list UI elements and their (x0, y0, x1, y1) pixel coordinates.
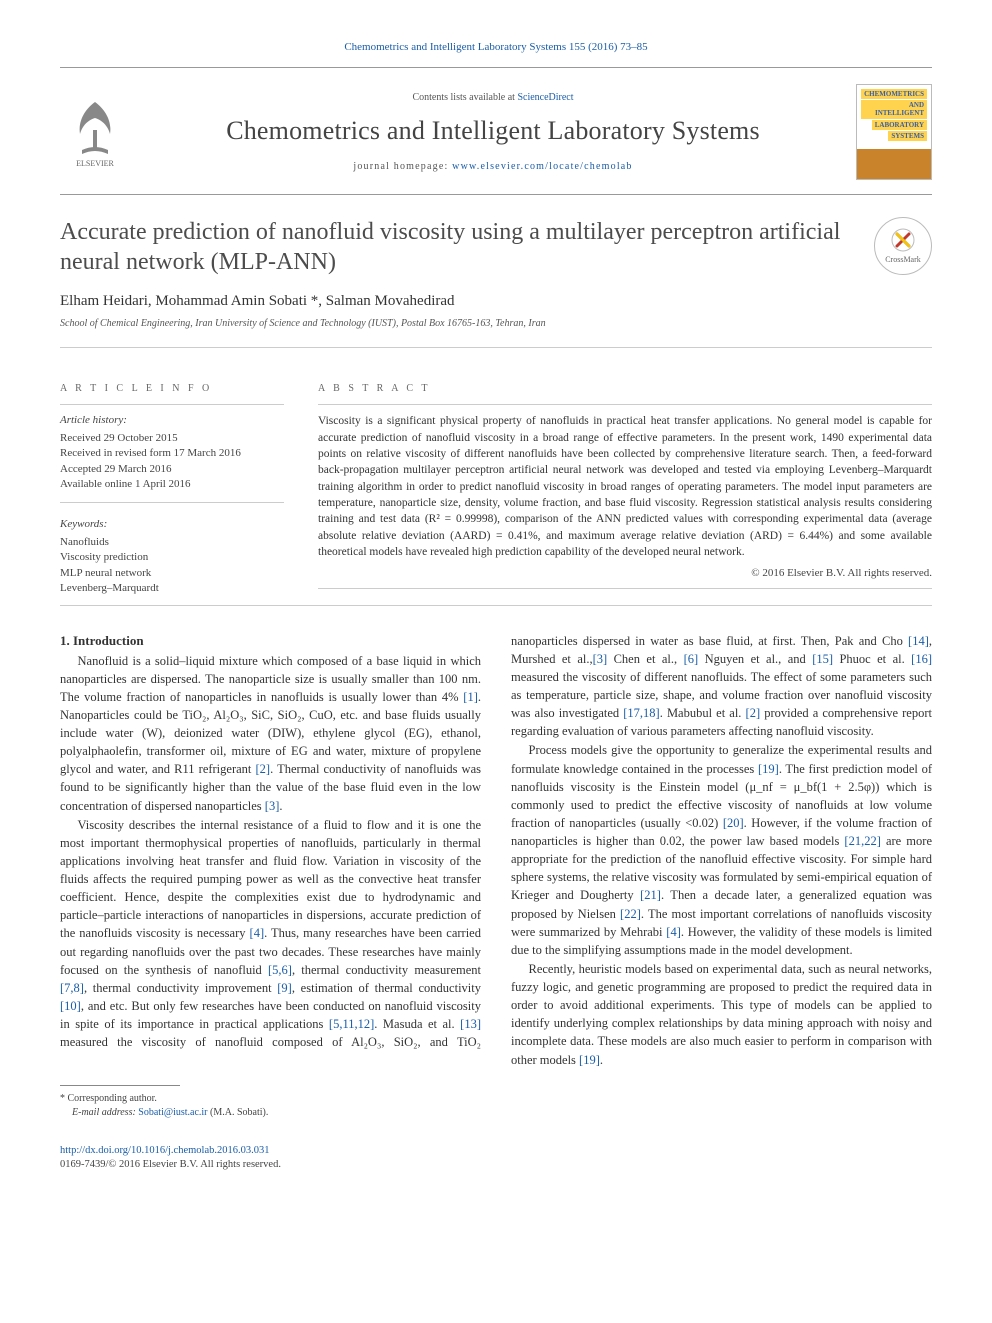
ref-1[interactable]: [1] (463, 690, 478, 704)
history-line-3: Available online 1 April 2016 (60, 477, 284, 492)
keyword-2: MLP neural network (60, 566, 284, 581)
ref-5-6[interactable]: [5,6] (268, 963, 292, 977)
contents-prefix: Contents lists available at (412, 92, 517, 103)
footnote-rule (60, 1085, 180, 1086)
body-text: . Masuda et al. (374, 1017, 460, 1031)
body-text: , thermal conductivity measurement (292, 963, 481, 977)
cover-line-1: AND INTELLIGENT (861, 100, 927, 118)
affiliation: School of Chemical Engineering, Iran Uni… (60, 317, 932, 331)
journal-name: Chemometrics and Intelligent Laboratory … (146, 113, 840, 149)
history-line-1: Received in revised form 17 March 2016 (60, 446, 284, 461)
history-line-0: Received 29 October 2015 (60, 431, 284, 446)
homepage-label: journal homepage: (353, 161, 452, 172)
journal-homepage-line: journal homepage: www.elsevier.com/locat… (146, 160, 840, 174)
contents-available-line: Contents lists available at ScienceDirec… (146, 91, 840, 105)
footnote-email-link[interactable]: Sobati@iust.ac.ir (138, 1107, 207, 1118)
body-text: Nguyen et al., and (698, 652, 812, 666)
rule-above-info (60, 347, 932, 348)
body-text: Chen et al., (607, 652, 683, 666)
ref-21-22[interactable]: [21,22] (844, 834, 880, 848)
body-text: , estimation of thermal conductivity (292, 981, 481, 995)
body-text: Recently, heuristic models based on expe… (511, 962, 932, 1067)
ref-20[interactable]: [20] (723, 816, 744, 830)
page-footer: http://dx.doi.org/10.1016/j.chemolab.201… (60, 1144, 932, 1173)
crossmark-label: CrossMark (885, 254, 921, 265)
rule-abs-2 (318, 588, 932, 589)
homepage-link[interactable]: www.elsevier.com/locate/chemolab (452, 161, 632, 172)
article-info-column: A R T I C L E I N F O Article history: R… (60, 382, 284, 596)
doi-link[interactable]: http://dx.doi.org/10.1016/j.chemolab.201… (60, 1145, 270, 1156)
ref-2b[interactable]: [2] (746, 706, 761, 720)
section-1-heading: 1. Introduction (60, 632, 481, 651)
abstract-text: Viscosity is a significant physical prop… (318, 413, 932, 560)
article-body: 1. Introduction Nanofluid is a solid–liq… (60, 632, 932, 1069)
elsevier-logo: ELSEVIER (60, 93, 130, 171)
author-list: Elham Heidari, Mohammad Amin Sobati *, S… (60, 291, 932, 312)
body-text: . (279, 799, 282, 813)
authors-text: Elham Heidari, Mohammad Amin Sobati *, S… (60, 293, 455, 309)
ref-15[interactable]: [15] (812, 652, 833, 666)
history-heading: Article history: (60, 413, 284, 428)
tree-icon: ELSEVIER (64, 96, 126, 168)
keyword-0: Nanofluids (60, 535, 284, 550)
footnote-email-label: E-mail address: (72, 1107, 138, 1118)
body-paragraph-1: Nanofluid is a solid–liquid mixture whic… (60, 652, 481, 815)
body-text: . (600, 1053, 603, 1067)
body-text: Phuoc et al. (833, 652, 911, 666)
body-text: Nanofluid is a solid–liquid mixture whic… (60, 654, 481, 704)
ref-3[interactable]: [3] (265, 799, 280, 813)
article-title: Accurate prediction of nanofluid viscosi… (60, 217, 854, 277)
ref-21[interactable]: [21] (640, 888, 661, 902)
rule-masthead-bottom (60, 194, 932, 195)
ref-5-11-12[interactable]: [5,11,12] (329, 1017, 374, 1031)
ref-9[interactable]: [9] (277, 981, 292, 995)
ref-13[interactable]: [13] (460, 1017, 481, 1031)
keyword-3: Levenberg–Marquardt (60, 581, 284, 596)
ref-7-8[interactable]: [7,8] (60, 981, 84, 995)
footnote-corr: * Corresponding author. (60, 1093, 157, 1104)
crossmark-badge[interactable]: CrossMark (874, 217, 932, 275)
elsevier-wordmark: ELSEVIER (76, 159, 114, 168)
ref-10[interactable]: [10] (60, 999, 81, 1013)
ref-6[interactable]: [6] (684, 652, 699, 666)
cover-line-3: SYSTEMS (888, 131, 927, 141)
article-info-heading: A R T I C L E I N F O (60, 382, 284, 396)
rule-info-1 (60, 404, 284, 405)
ref-19[interactable]: [19] (758, 762, 779, 776)
ref-22[interactable]: [22] (620, 907, 641, 921)
abstract-heading: A B S T R A C T (318, 382, 932, 396)
keyword-1: Viscosity prediction (60, 550, 284, 565)
rule-below-abstract (60, 605, 932, 606)
abstract-column: A B S T R A C T Viscosity is a significa… (318, 382, 932, 596)
body-paragraph-3: Process models give the opportunity to g… (511, 741, 932, 959)
abstract-copyright: © 2016 Elsevier B.V. All rights reserved… (318, 566, 932, 581)
body-text: , thermal conductivity improvement (84, 981, 277, 995)
footnote-email-tail: (M.A. Sobati). (210, 1107, 268, 1118)
crossmark-icon (891, 228, 915, 252)
rule-abs-1 (318, 404, 932, 405)
body-text: Viscosity describes the internal resista… (60, 818, 481, 941)
body-text: . Mabubul et al. (660, 706, 746, 720)
journal-cover-thumb: CHEMOMETRICS AND INTELLIGENT LABORATORY … (856, 84, 932, 180)
ref-4b[interactable]: [4] (666, 925, 681, 939)
rule-top (60, 67, 932, 68)
body-paragraph-4: Recently, heuristic models based on expe… (511, 960, 932, 1069)
top-citation-link[interactable]: Chemometrics and Intelligent Laboratory … (344, 41, 647, 53)
ref-16[interactable]: [16] (911, 652, 932, 666)
ref-19b[interactable]: [19] (579, 1053, 600, 1067)
keywords-heading: Keywords: (60, 517, 284, 532)
cover-line-0: CHEMOMETRICS (861, 89, 927, 99)
issn-copyright: 0169-7439/© 2016 Elsevier B.V. All right… (60, 1159, 281, 1170)
ref-14[interactable]: [14] (908, 634, 929, 648)
rule-info-2 (60, 502, 284, 503)
corresponding-author-note: * Corresponding author. E-mail address: … (60, 1092, 932, 1120)
sciencedirect-link[interactable]: ScienceDirect (517, 92, 573, 103)
cover-line-2: LABORATORY (872, 120, 927, 130)
ref-17-18[interactable]: [17,18] (623, 706, 659, 720)
ref-2[interactable]: [2] (256, 762, 271, 776)
ref-4[interactable]: [4] (250, 926, 265, 940)
ref-3b[interactable]: [3] (593, 652, 608, 666)
history-line-2: Accepted 29 March 2016 (60, 462, 284, 477)
journal-masthead: ELSEVIER Contents lists available at Sci… (60, 80, 932, 188)
